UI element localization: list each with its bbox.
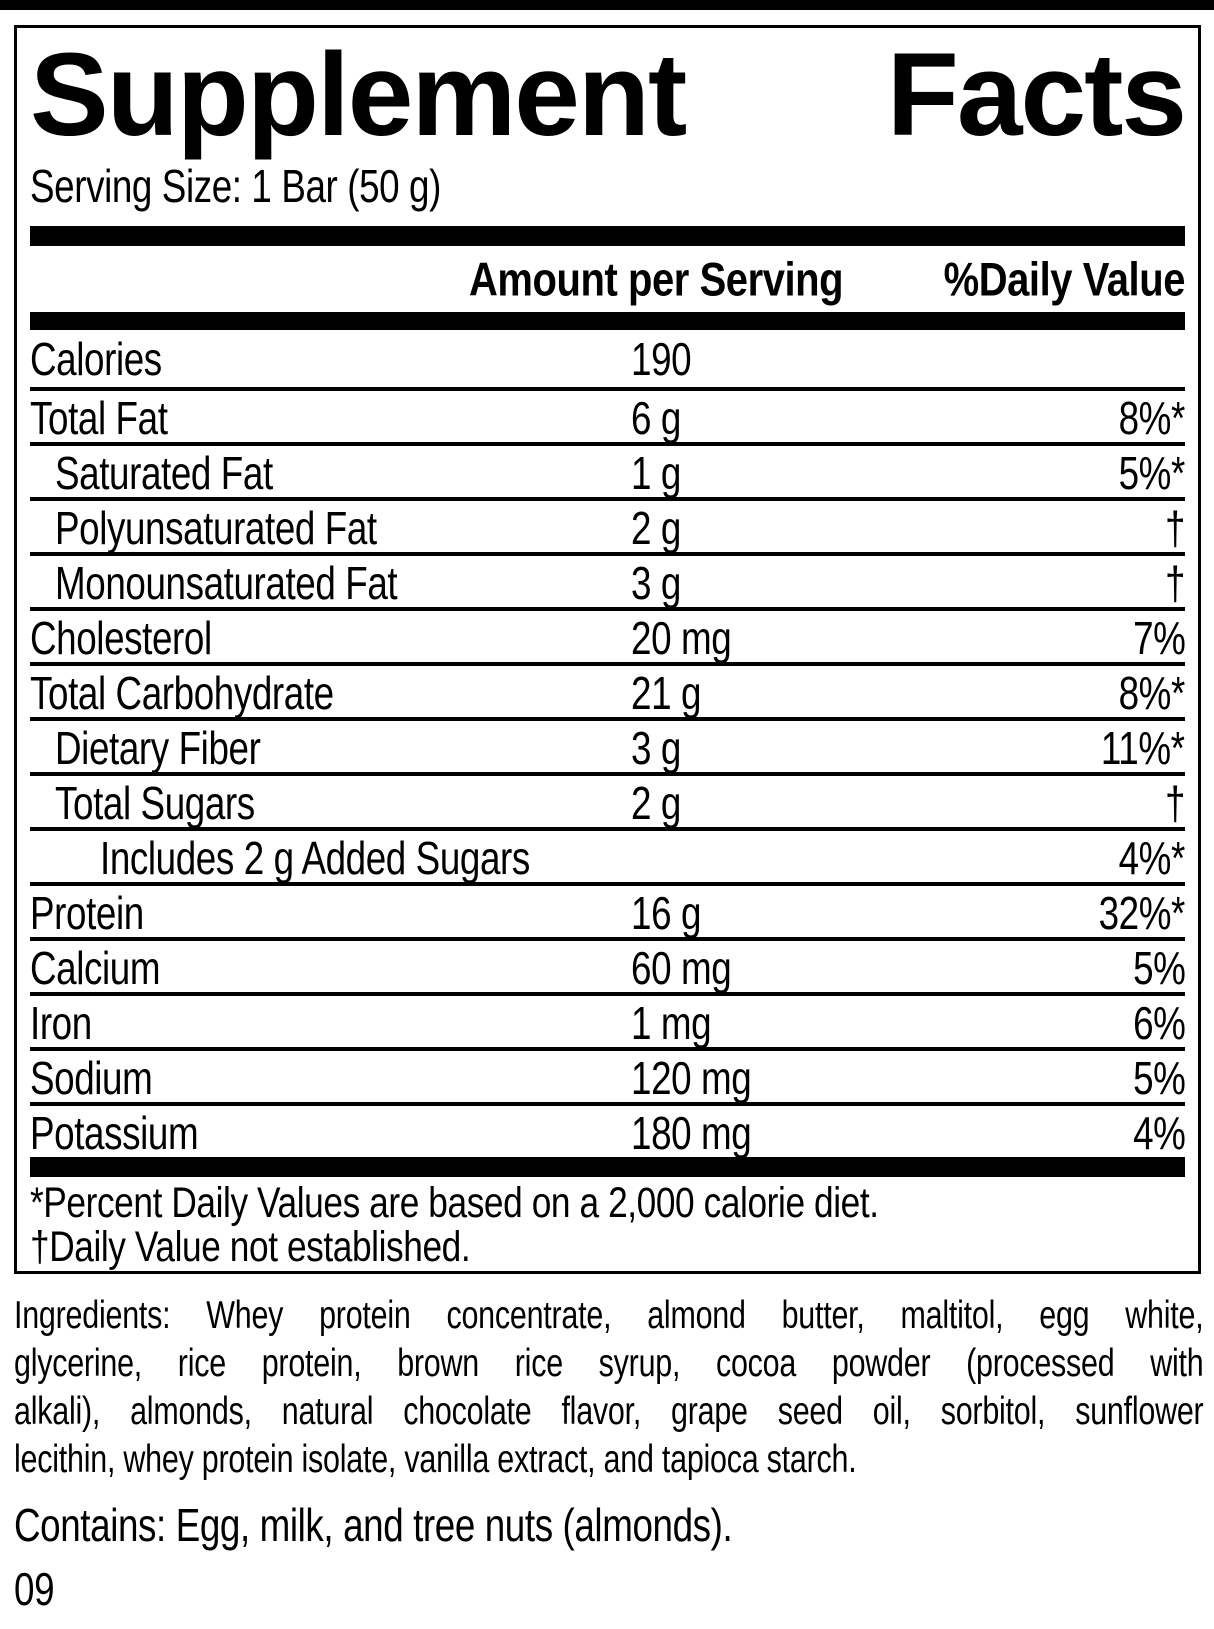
separator-bar-header bbox=[30, 312, 1185, 330]
nutrient-name: Protein bbox=[30, 887, 144, 939]
panel-title: Supplement Facts bbox=[30, 29, 1187, 161]
nutrient-amount: 21 g bbox=[630, 667, 701, 719]
nutrient-table: Calories 190 Total Fat 6 g 8%* Saturated… bbox=[30, 330, 1186, 1159]
table-row-total-carbohydrate: Total Carbohydrate 21 g 8%* bbox=[30, 662, 1186, 719]
nutrient-name: Total Sugars bbox=[55, 777, 255, 829]
nutrient-dv: † bbox=[1164, 502, 1185, 554]
table-row-potassium: Potassium 180 mg 4% bbox=[30, 1102, 1186, 1159]
footnote-dagger: †Daily Value not established. bbox=[30, 1223, 471, 1271]
nutrient-dv: 5% bbox=[1132, 942, 1186, 994]
nutrient-amount: 3 g bbox=[630, 722, 681, 774]
nutrient-dv: 6% bbox=[1132, 997, 1186, 1049]
nutrient-amount: 1 mg bbox=[630, 997, 712, 1049]
nutrient-name: Potassium bbox=[30, 1107, 199, 1159]
nutrient-dv: 5% bbox=[1132, 1052, 1186, 1104]
table-row-sodium: Sodium 120 mg 5% bbox=[30, 1047, 1186, 1104]
nutrient-amount: 120 mg bbox=[630, 1052, 752, 1104]
table-row-dietary-fiber: Dietary Fiber 3 g 11%* bbox=[30, 717, 1185, 774]
nutrient-dv: † bbox=[1164, 777, 1185, 829]
panel-title-word-supplement: Supplement bbox=[30, 29, 687, 161]
nutrient-dv: 11%* bbox=[1101, 722, 1185, 774]
ingredients-line: glycerine, rice protein, brown rice syru… bbox=[14, 1342, 1204, 1385]
supplement-facts-panel: Supplement Facts Serving Size: 1 Bar (50… bbox=[14, 25, 1201, 1274]
nutrient-dv: 32%* bbox=[1098, 887, 1186, 939]
nutrient-name: Dietary Fiber bbox=[55, 722, 261, 774]
nutrient-dv: † bbox=[1164, 557, 1185, 609]
panel-title-word-facts: Facts bbox=[886, 29, 1187, 161]
table-row-cholesterol: Cholesterol 20 mg 7% bbox=[30, 607, 1186, 664]
top-crop-bar bbox=[0, 0, 1214, 10]
nutrient-name: Monounsaturated Fat bbox=[55, 557, 398, 609]
ingredients-paragraph: Ingredients: Whey protein concentrate, a… bbox=[14, 1292, 1204, 1484]
footnote-daily-values: *Percent Daily Values are based on a 2,0… bbox=[30, 1179, 879, 1227]
footnotes: *Percent Daily Values are based on a 2,0… bbox=[30, 1181, 1185, 1269]
nutrient-amount: 6 g bbox=[630, 392, 681, 444]
nutrient-name: Calcium bbox=[30, 942, 161, 994]
nutrient-name: Cholesterol bbox=[30, 612, 212, 664]
serving-size-text: Serving Size: 1 Bar (50 g) bbox=[30, 160, 441, 212]
nutrient-name: Total Carbohydrate bbox=[30, 667, 334, 719]
column-header-daily-value: %Daily Value bbox=[943, 252, 1186, 306]
table-row-saturated-fat: Saturated Fat 1 g 5%* bbox=[30, 442, 1186, 499]
nutrient-amount: 180 mg bbox=[630, 1107, 752, 1159]
nutrient-amount: 3 g bbox=[630, 557, 681, 609]
nutrient-dv: 5%* bbox=[1118, 447, 1186, 499]
nutrient-name: Iron bbox=[30, 997, 92, 1049]
table-row-monounsaturated-fat: Monounsaturated Fat 3 g † bbox=[30, 552, 1185, 609]
ingredients-line: lecithin, whey protein isolate, vanilla … bbox=[14, 1438, 857, 1481]
nutrient-amount: 60 mg bbox=[630, 942, 732, 994]
contains-statement: Contains: Egg, milk, and tree nuts (almo… bbox=[14, 1499, 733, 1551]
nutrient-name: Total Fat bbox=[30, 392, 168, 444]
separator-bar-bottom bbox=[30, 1157, 1185, 1177]
table-row-protein: Protein 16 g 32%* bbox=[30, 882, 1186, 939]
nutrient-dv: 8%* bbox=[1118, 667, 1186, 719]
nutrient-amount: 2 g bbox=[630, 502, 681, 554]
nutrient-dv: 4% bbox=[1132, 1107, 1186, 1159]
ingredients-line: Ingredients: Whey protein concentrate, a… bbox=[14, 1294, 1204, 1337]
table-row-total-sugars: Total Sugars 2 g † bbox=[30, 772, 1185, 829]
nutrient-name: Calories bbox=[30, 332, 162, 385]
column-header-row: Amount per Serving %Daily Value bbox=[30, 246, 1186, 312]
label-code: 09 bbox=[14, 1563, 55, 1615]
nutrient-dv: 4%* bbox=[1118, 832, 1186, 884]
table-row-calories: Calories 190 bbox=[30, 330, 1185, 387]
nutrient-amount: 190 bbox=[630, 332, 692, 385]
table-row-calcium: Calcium 60 mg 5% bbox=[30, 937, 1186, 994]
column-header-amount: Amount per Serving bbox=[468, 252, 844, 306]
nutrient-dv: 8%* bbox=[1118, 392, 1186, 444]
separator-bar-top bbox=[30, 226, 1185, 246]
table-row-total-fat: Total Fat 6 g 8%* bbox=[30, 387, 1186, 444]
table-row-polyunsaturated-fat: Polyunsaturated Fat 2 g † bbox=[30, 497, 1185, 554]
nutrient-dv: 7% bbox=[1132, 612, 1186, 664]
table-row-added-sugars: Includes 2 g Added Sugars 4%* bbox=[30, 827, 1186, 884]
serving-size-line: Serving Size: 1 Bar (50 g) bbox=[30, 160, 1185, 212]
nutrient-name: Saturated Fat bbox=[55, 447, 273, 499]
table-row-iron: Iron 1 mg 6% bbox=[30, 992, 1186, 1049]
nutrient-name: Includes 2 g Added Sugars bbox=[100, 832, 530, 884]
nutrient-amount: 16 g bbox=[630, 887, 701, 939]
nutrient-name: Sodium bbox=[30, 1052, 153, 1104]
nutrient-amount: 2 g bbox=[630, 777, 681, 829]
ingredients-line: alkali), almonds, natural chocolate flav… bbox=[14, 1390, 1204, 1433]
nutrient-amount: 1 g bbox=[630, 447, 681, 499]
nutrient-name: Polyunsaturated Fat bbox=[55, 502, 377, 554]
nutrient-amount: 20 mg bbox=[630, 612, 732, 664]
